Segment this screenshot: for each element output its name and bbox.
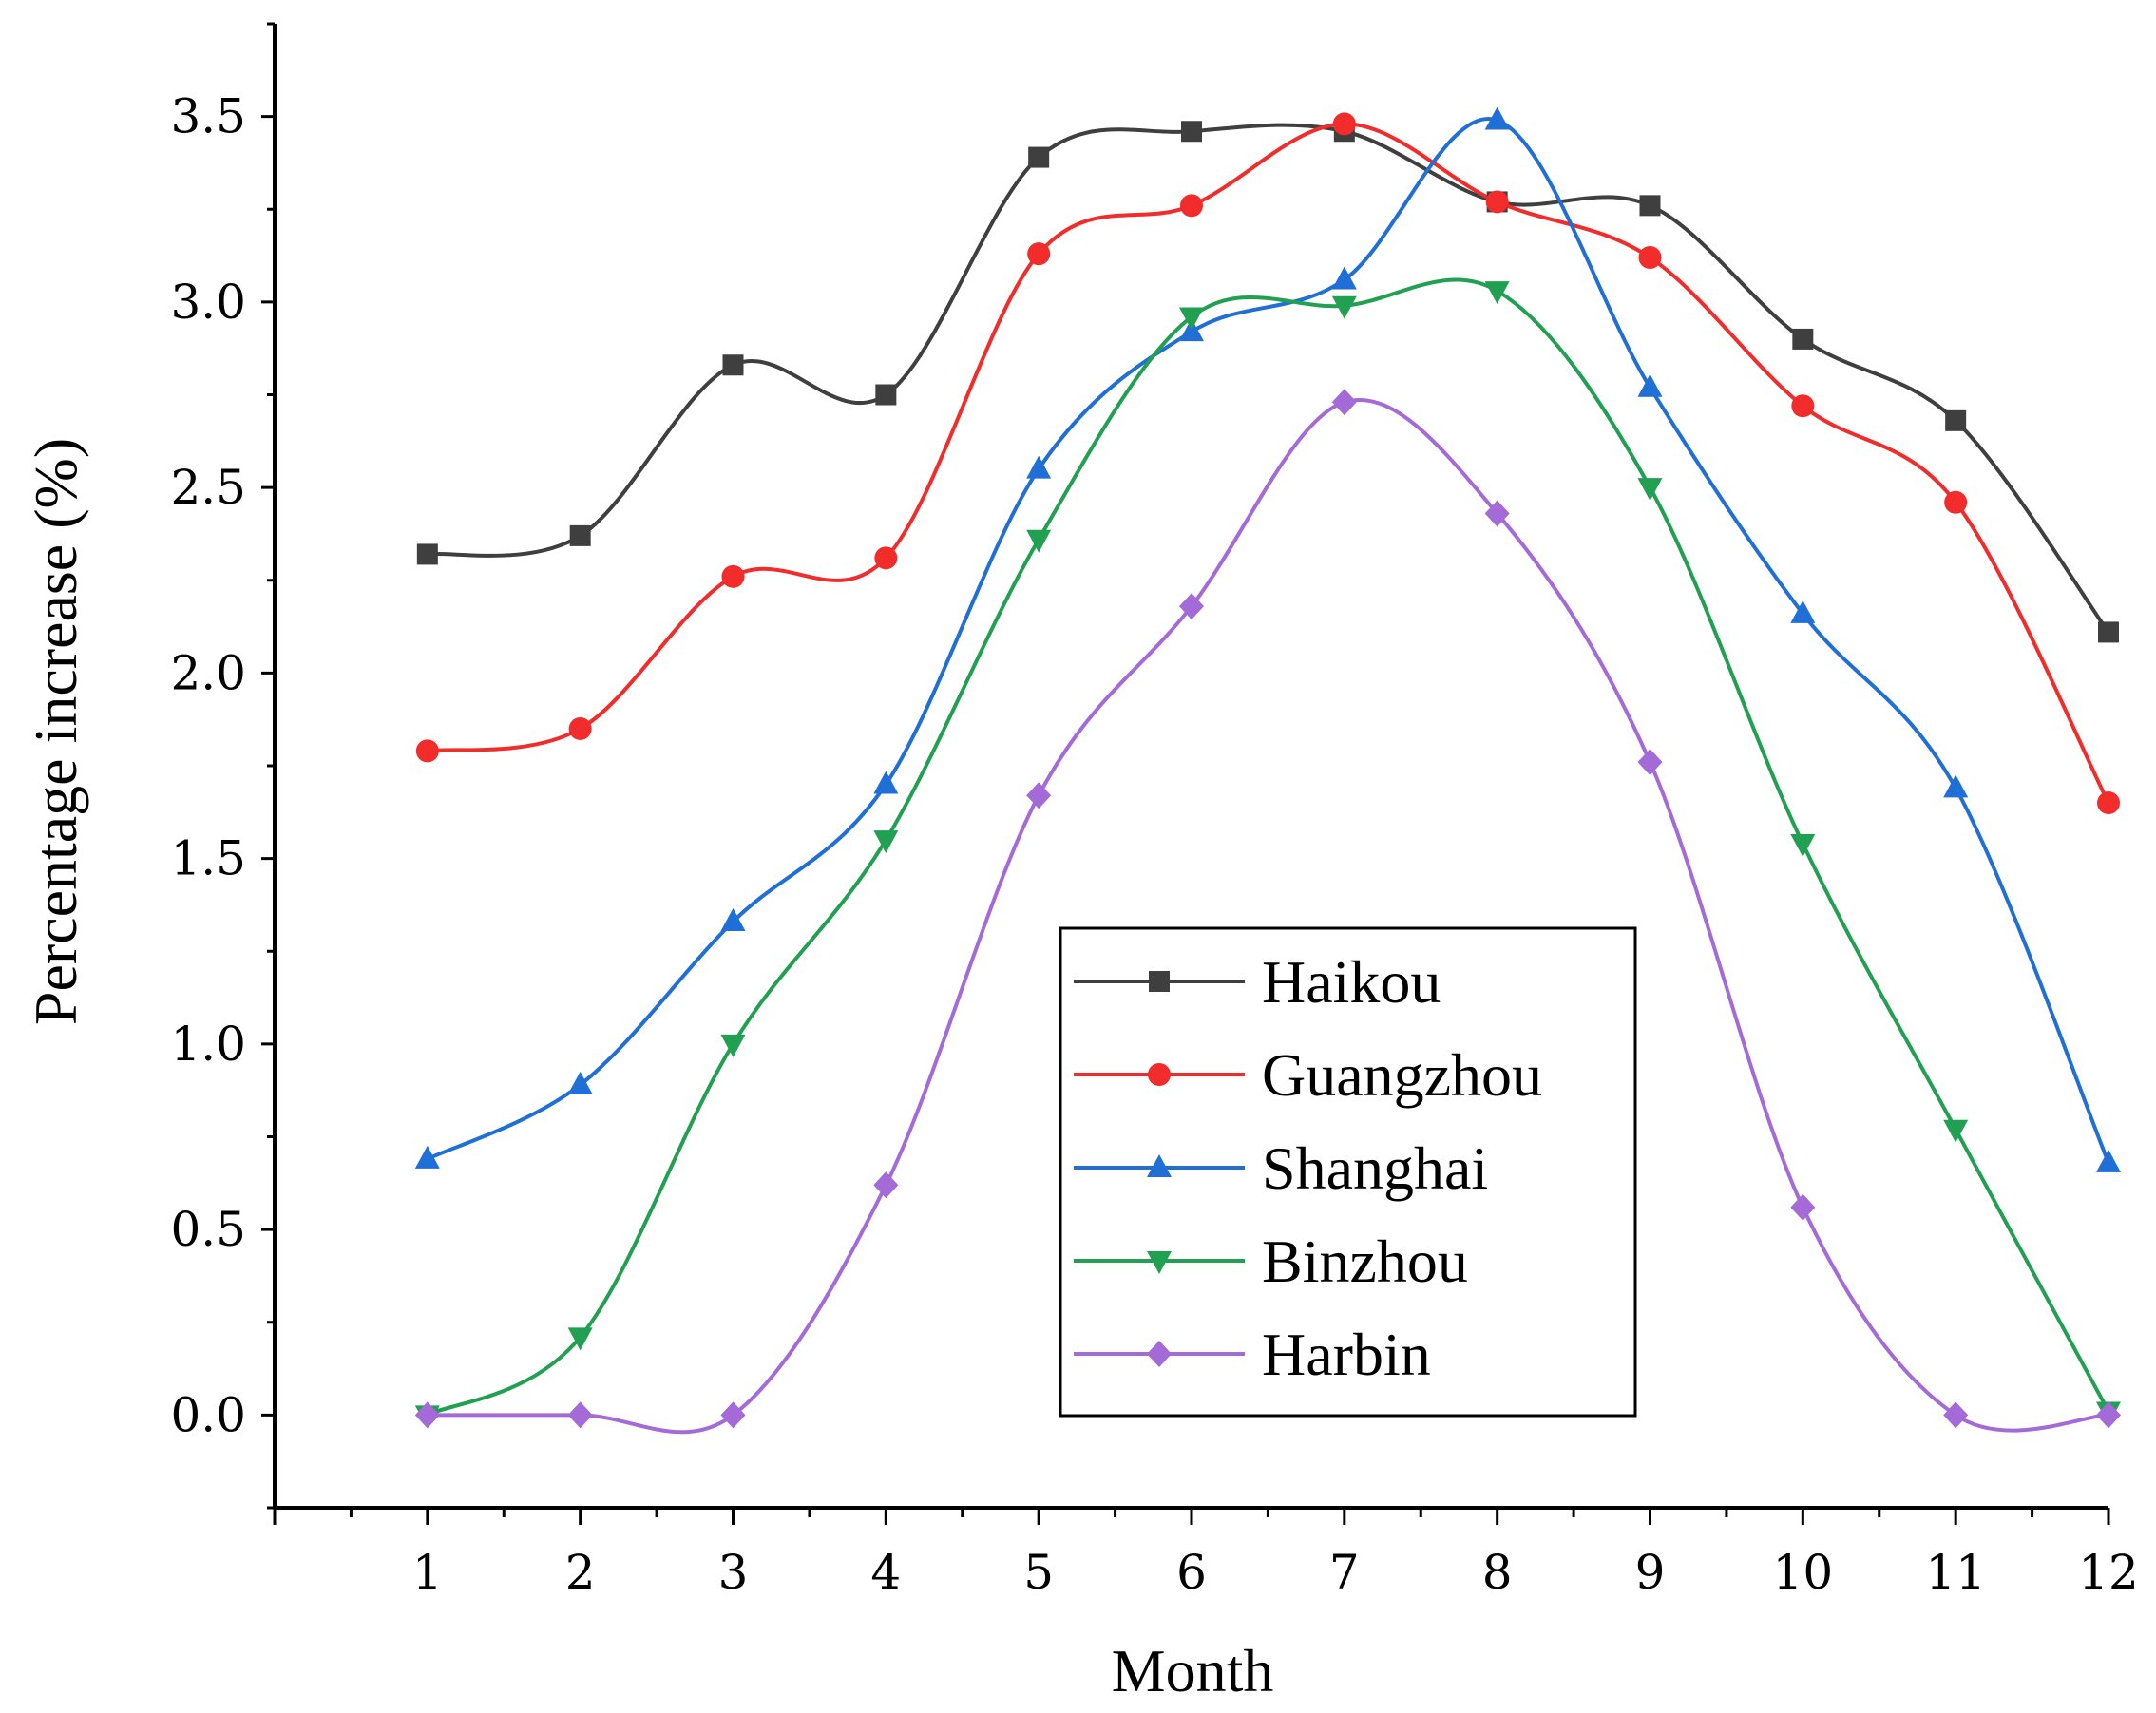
x-tick-label: 8 (1482, 1545, 1513, 1600)
point-harbin (1484, 500, 1510, 527)
legend-label-guangzhou: Guangzhou (1262, 1041, 1542, 1109)
point-harbin (1331, 389, 1357, 416)
y-tick-label: 1.0 (170, 1017, 246, 1072)
point-binzhou (1637, 478, 1663, 502)
point-haikou (1792, 328, 1814, 350)
point-harbin (2096, 1401, 2121, 1429)
axes: 0.00.51.01.52.02.53.03.51 2 3 4 5 6 7 8 9 10 11 12 (170, 22, 2139, 1600)
point-guangzhou (568, 716, 592, 740)
y-tick-label: 3.0 (170, 275, 246, 330)
y-tick-label: 3.5 (170, 89, 246, 144)
point-haikou (1945, 409, 1967, 431)
series-markers (414, 106, 2121, 1429)
point-harbin (873, 1171, 899, 1199)
point-guangzhou (1791, 394, 1815, 418)
point-haikou (1639, 195, 1661, 217)
point-harbin (414, 1401, 440, 1429)
point-binzhou (1026, 529, 1052, 553)
x-tick-label: 5 (1023, 1545, 1054, 1600)
point-harbin (1026, 782, 1052, 809)
point-binzhou (567, 1327, 593, 1351)
point-shanghai (1637, 373, 1663, 397)
point-guangzhou (1180, 194, 1203, 218)
point-shanghai (1331, 266, 1357, 290)
point-guangzhou (415, 739, 439, 763)
x-tick-label: 2 (565, 1545, 596, 1600)
legend-label-harbin: Harbin (1262, 1321, 1431, 1388)
legend-marker-shanghai (1147, 1154, 1172, 1177)
legend: Haikou Guangzhou Shanghai Binzhou Harbin (1059, 926, 1637, 1418)
legend-marker-harbin (1147, 1341, 1172, 1367)
point-harbin (567, 1401, 593, 1429)
point-haikou (722, 354, 744, 376)
legend-label-binzhou: Binzhou (1262, 1228, 1468, 1295)
x-tick-label: 11 (1925, 1545, 1986, 1600)
point-harbin (1943, 1401, 1969, 1429)
y-tick-label: 2.0 (170, 645, 246, 700)
y-tick-label: 0.0 (170, 1387, 246, 1442)
point-haikou (1028, 146, 1050, 168)
point-haikou (569, 524, 591, 546)
point-binzhou (1179, 307, 1204, 331)
point-haikou (1181, 121, 1202, 143)
x-tick-label: 12 (2078, 1545, 2139, 1600)
point-shanghai (720, 908, 746, 932)
point-harbin (1637, 749, 1663, 776)
point-binzhou (873, 830, 899, 854)
legend-marker-haikou (1149, 971, 1170, 992)
point-harbin (1179, 593, 1204, 620)
legend-label-shanghai: Shanghai (1262, 1134, 1488, 1202)
point-guangzhou (1944, 490, 1968, 514)
legend-label-haikou: Haikou (1262, 948, 1441, 1016)
point-guangzhou (874, 546, 898, 570)
point-shanghai (873, 771, 899, 794)
x-tick-label: 6 (1176, 1545, 1207, 1600)
point-shanghai (567, 1071, 593, 1094)
x-axis-title: Month (1112, 1637, 1274, 1704)
point-haikou (875, 384, 897, 406)
point-guangzhou (721, 564, 745, 588)
x-tick-label: 7 (1329, 1545, 1360, 1600)
y-tick-label: 0.5 (170, 1202, 246, 1257)
point-shanghai (2096, 1149, 2121, 1172)
x-tick-label: 4 (870, 1545, 901, 1600)
point-haikou (416, 543, 438, 565)
point-binzhou (1484, 281, 1510, 305)
point-shanghai (1790, 600, 1816, 623)
point-shanghai (1484, 106, 1510, 130)
point-guangzhou (2097, 791, 2120, 815)
point-haikou (2098, 621, 2119, 643)
point-guangzhou (1027, 242, 1051, 266)
point-harbin (1790, 1193, 1816, 1221)
point-harbin (720, 1401, 746, 1429)
x-tick-label: 1 (412, 1545, 443, 1600)
point-shanghai (1943, 774, 1969, 798)
x-tick-label: 10 (1773, 1545, 1834, 1600)
point-guangzhou (1638, 246, 1662, 270)
point-guangzhou (1332, 112, 1356, 136)
y-axis-title: Percentage increase (%) (22, 438, 89, 1025)
x-tick-label: 3 (718, 1545, 749, 1600)
point-binzhou (1943, 1119, 1969, 1143)
point-binzhou (720, 1034, 746, 1057)
point-binzhou (1790, 834, 1816, 858)
y-tick-label: 2.5 (170, 460, 246, 515)
point-shanghai (414, 1145, 440, 1169)
point-shanghai (1026, 455, 1052, 479)
series-line-binzhou (426, 277, 2110, 1418)
x-tick-label: 9 (1635, 1545, 1666, 1600)
legend-marker-guangzhou (1148, 1063, 1171, 1086)
series-line-haikou (427, 123, 2110, 634)
point-guangzhou (1485, 190, 1509, 214)
point-binzhou (1331, 295, 1357, 319)
legend-marker-binzhou (1147, 1251, 1172, 1274)
y-tick-label: 1.5 (170, 831, 246, 886)
